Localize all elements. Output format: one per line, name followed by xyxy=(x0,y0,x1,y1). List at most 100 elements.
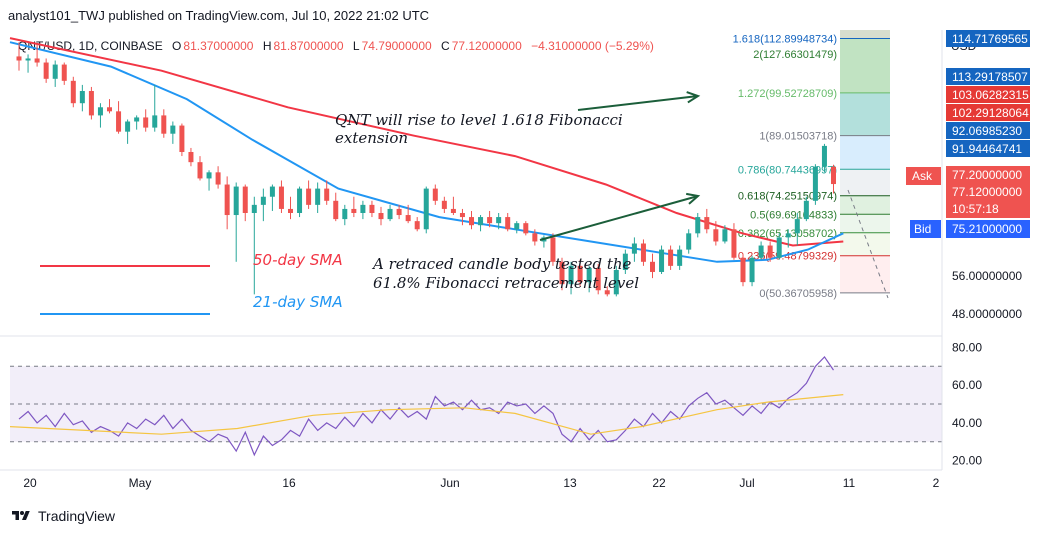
bid-label-bg xyxy=(910,220,941,238)
candle-body xyxy=(794,219,800,234)
candle-body xyxy=(315,188,321,205)
price-tag-bg xyxy=(946,86,1030,103)
price-tag-text: 92.06985230 xyxy=(952,124,1022,138)
ask-box xyxy=(946,166,1030,218)
candle-body xyxy=(161,115,167,134)
candle-body xyxy=(215,172,221,185)
candle-body xyxy=(749,257,755,283)
candle-body xyxy=(622,253,628,270)
bid-price: 75.21000000 xyxy=(952,222,1022,236)
candle-body xyxy=(496,217,502,224)
price-tag-bg xyxy=(946,104,1030,121)
candle-body xyxy=(143,117,149,128)
candle-body xyxy=(613,269,619,295)
candle-body xyxy=(731,229,737,258)
change-value: −4.31000000 (−5.29%) xyxy=(531,39,654,53)
candle-body xyxy=(70,80,76,104)
candle-body xyxy=(16,56,22,61)
candle-body xyxy=(269,186,275,197)
close-value: 77.12000000 xyxy=(451,39,522,53)
candle-body xyxy=(278,186,284,209)
ask-label: Ask xyxy=(912,169,933,183)
fib-zone xyxy=(840,255,890,293)
candle-body xyxy=(351,208,357,213)
candle-body xyxy=(740,257,746,283)
symbol-name[interactable]: QNT/USD, 1D, COINBASE xyxy=(18,39,163,53)
candle-body xyxy=(631,243,637,254)
time-tick-label: 13 xyxy=(563,476,577,490)
time-tick-label: Jun xyxy=(440,476,459,490)
candle-body xyxy=(242,186,248,213)
time-tick-label: Jul xyxy=(739,476,754,490)
rsi-tick-label: 40.00 xyxy=(952,416,982,430)
candle-body xyxy=(297,188,303,213)
price-tag-text: 113.29178507 xyxy=(952,70,1028,84)
candle-body xyxy=(107,107,112,112)
candle-body xyxy=(677,249,683,266)
fib-level-label: 0(50.36705958) xyxy=(759,288,837,300)
candle-body xyxy=(152,115,158,128)
candle-body xyxy=(704,217,710,230)
last-price: 77.12000000 xyxy=(952,185,1022,199)
fib-zone xyxy=(840,195,890,215)
candle-body xyxy=(568,265,574,285)
candle-body xyxy=(776,237,782,258)
fib-zone xyxy=(840,135,890,170)
candle-body xyxy=(25,58,31,61)
retrace-arrow-head xyxy=(686,192,701,205)
candle-body xyxy=(414,221,420,230)
candle-body xyxy=(387,208,393,220)
rsi-sma-line xyxy=(9,394,844,435)
time-tick-label: 2 xyxy=(933,476,940,490)
tradingview-footer[interactable]: TradingView xyxy=(10,508,115,524)
rsi-tick-label: 60.00 xyxy=(952,378,982,392)
fib-level-label: 1(89.01503718) xyxy=(759,131,837,143)
fib-level-label: 1.618(112.89948734) xyxy=(733,34,837,46)
fib-zone xyxy=(840,38,890,93)
price-tag-text: 114.71769565 xyxy=(952,32,1028,46)
high-label: H xyxy=(262,39,272,53)
candle-body xyxy=(514,223,520,230)
rise-arrow-head xyxy=(686,91,701,104)
tradingview-logo-icon xyxy=(12,511,30,520)
candle-body xyxy=(251,204,257,213)
candle-body xyxy=(188,152,194,163)
candle-body xyxy=(812,166,818,201)
low-label: L xyxy=(352,39,360,53)
candle-body xyxy=(713,229,719,242)
candle-body xyxy=(577,265,583,283)
candle-body xyxy=(668,249,674,266)
candle-body xyxy=(803,200,809,220)
fib-level-label: 0.786(80.74436997) xyxy=(738,164,837,176)
candle-body xyxy=(97,107,103,116)
price-tag-bg xyxy=(946,140,1030,157)
symbol-legend: QNT/USD, 1D, COINBASE O 81.37000000 H 81.8… xyxy=(18,39,654,53)
rise-arrow xyxy=(577,95,699,111)
candle-body xyxy=(821,145,827,167)
candle-body xyxy=(559,261,565,285)
tradingview-brand: TradingView xyxy=(38,508,116,524)
candle-body xyxy=(722,229,728,242)
fib-zone xyxy=(840,169,890,196)
time-tick-label: 16 xyxy=(282,476,296,490)
candle-body xyxy=(650,261,655,272)
open-label: O xyxy=(172,39,182,53)
candle-body xyxy=(758,245,764,258)
time-tick-label: 20 xyxy=(23,476,37,490)
fib-level-label: 2(127.66301479) xyxy=(753,49,837,61)
candle-body xyxy=(469,217,474,226)
rise-annotation-line1: QNT will rise to level 1.618 Fibonacci xyxy=(335,111,623,129)
candle-body xyxy=(604,290,610,295)
candle-body xyxy=(405,215,411,222)
bid-label: Bid xyxy=(914,222,931,236)
candle-body xyxy=(306,188,312,205)
candle-body xyxy=(478,217,484,226)
fib-level-label: 0.618(74.25150974) xyxy=(738,191,837,203)
candle-body xyxy=(125,121,131,132)
candle-body xyxy=(686,233,692,250)
candle-body xyxy=(116,111,122,132)
candle-body xyxy=(206,172,212,179)
candle-body xyxy=(586,267,592,283)
price-tag-text: 102.29128064 xyxy=(952,106,1029,120)
